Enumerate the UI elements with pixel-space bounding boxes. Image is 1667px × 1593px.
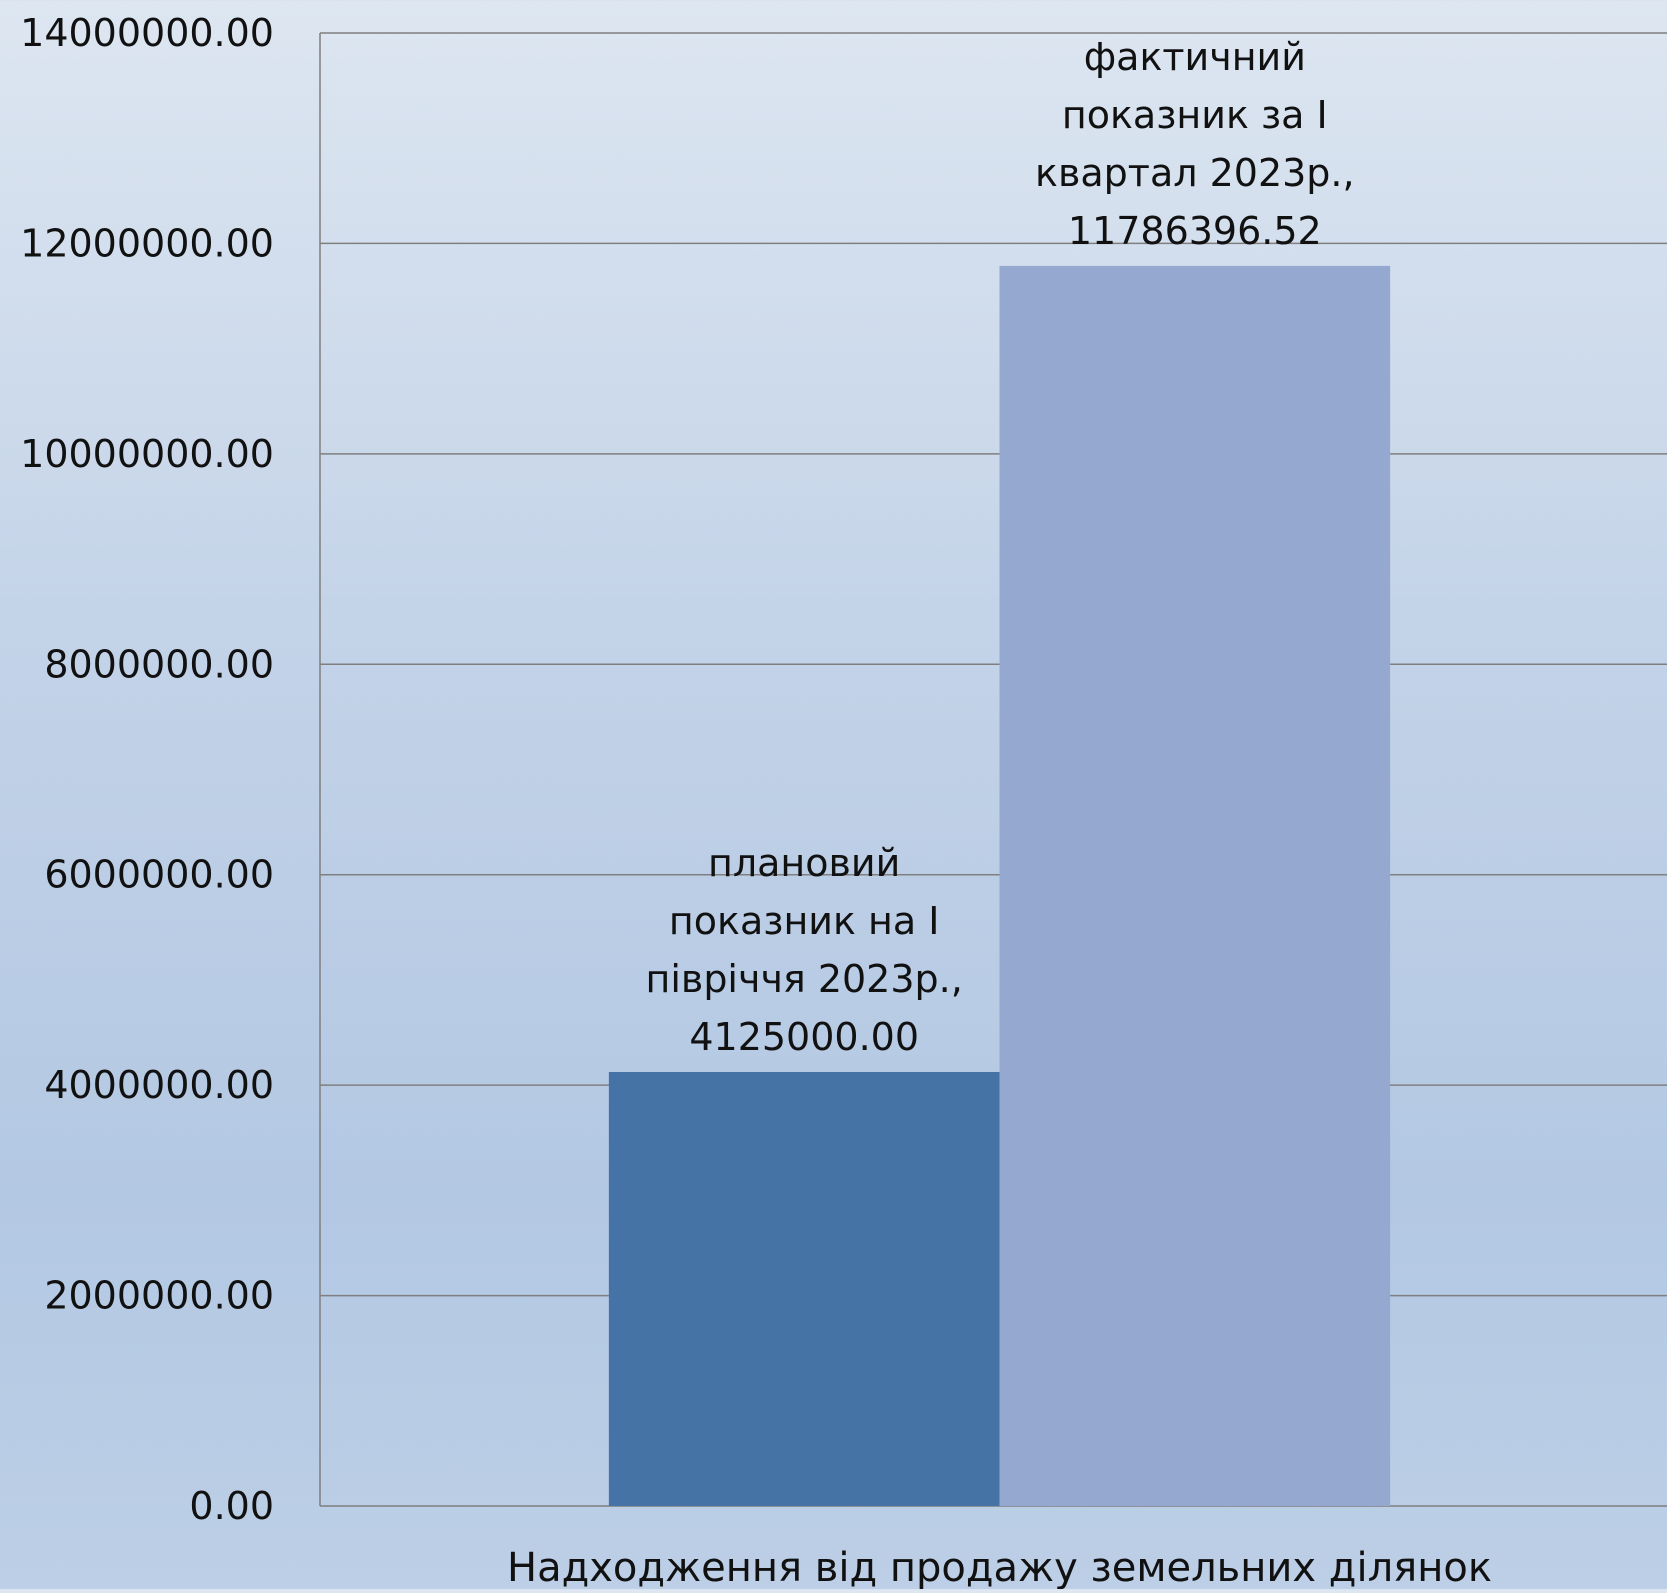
data-labels: плановий показник на І півріччя 2023р., 412… bbox=[646, 35, 1355, 1059]
data-label-line: плановий bbox=[708, 841, 900, 885]
y-tick-label: 12000000.00 bbox=[20, 221, 274, 265]
y-tick-label: 4000000.00 bbox=[44, 1063, 274, 1107]
y-tick-label: 10000000.00 bbox=[20, 432, 274, 476]
y-tick-label: 6000000.00 bbox=[44, 853, 274, 897]
data-label-line: 4125000.00 bbox=[689, 1015, 919, 1059]
data-label-line: фактичний bbox=[1084, 35, 1306, 79]
data-label-line: показник за І bbox=[1062, 93, 1328, 137]
y-tick-label: 0.00 bbox=[189, 1484, 274, 1528]
data-label-line: квартал 2023р., bbox=[1035, 151, 1355, 195]
data-label-line: 11786396.52 bbox=[1068, 209, 1322, 253]
data-label-line: півріччя 2023р., bbox=[646, 957, 963, 1001]
x-category-label: Надходження від продажу земельних діляно… bbox=[507, 1545, 1492, 1589]
x-category-labels: Надходження від продажу земельних діляно… bbox=[507, 1545, 1492, 1591]
y-tick-label: 8000000.00 bbox=[44, 642, 274, 686]
y-tick-labels: 0.00 2000000.00 4000000.00 6000000.00 800000… bbox=[20, 11, 274, 1528]
bar-actual bbox=[999, 265, 1391, 1506]
y-tick-label: 14000000.00 bbox=[20, 11, 274, 55]
y-tick-label: 2000000.00 bbox=[44, 1274, 274, 1318]
bar-planned bbox=[608, 1071, 1000, 1506]
data-label-line: показник на І bbox=[669, 899, 940, 943]
bars bbox=[608, 265, 1391, 1506]
